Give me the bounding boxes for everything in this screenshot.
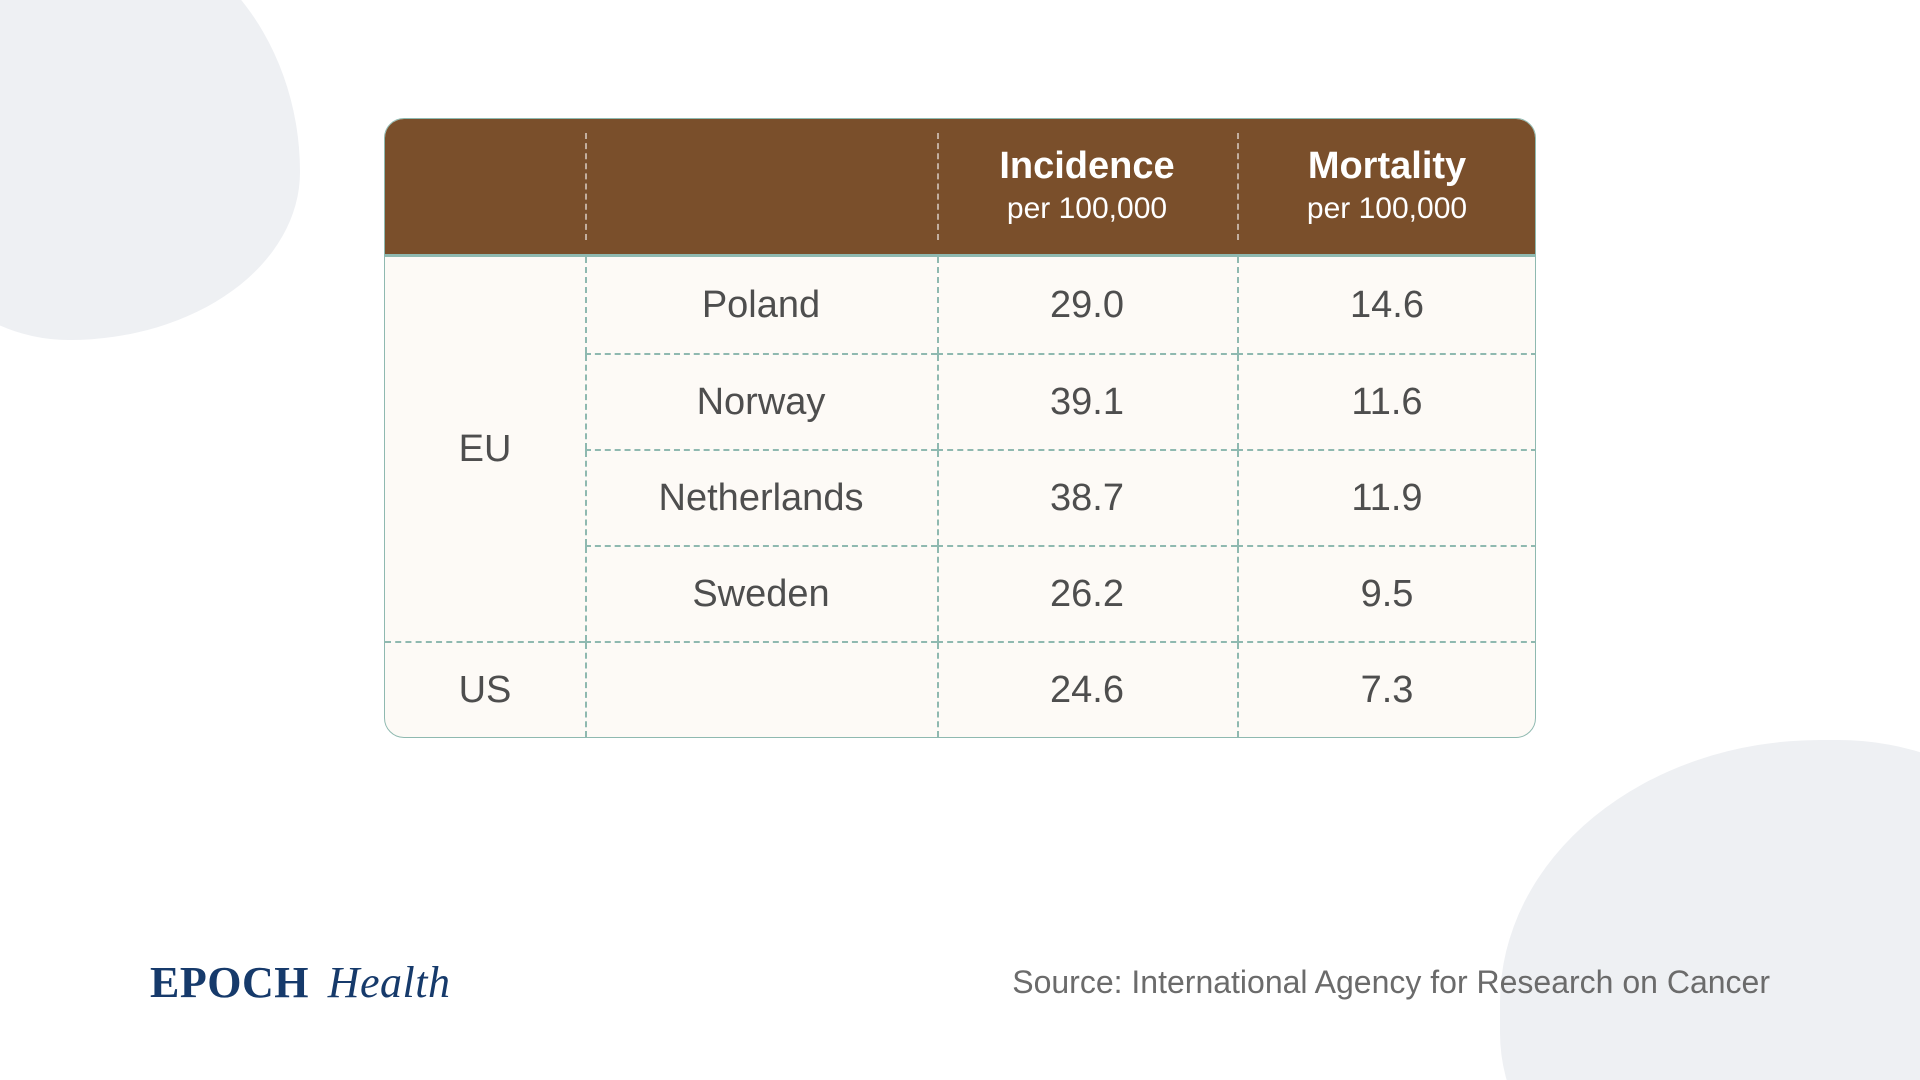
- table-row: Poland 29.0 14.6: [385, 257, 1535, 353]
- cell-mortality-text: 11.6: [1351, 381, 1422, 424]
- cell-country: Norway: [585, 353, 937, 449]
- cell-mortality-text: 9.5: [1361, 573, 1414, 616]
- cell-country: Poland: [585, 257, 937, 353]
- table-header-region: [385, 119, 585, 254]
- table-row: Sweden 26.2 9.5: [385, 545, 1535, 641]
- cell-incidence: 29.0: [937, 257, 1237, 353]
- table-header-mortality-sub: per 100,000: [1307, 189, 1467, 228]
- cell-incidence-text: 29.0: [1050, 284, 1124, 327]
- cell-mortality: 7.3: [1237, 641, 1536, 737]
- table-body: EU US Poland 29.0 14.6 Norway 39.1 11.6: [385, 257, 1535, 737]
- brand-logo: EPOCH Health: [150, 957, 450, 1008]
- cell-country: Sweden: [585, 545, 937, 641]
- cell-country-text: Norway: [697, 381, 826, 424]
- data-table: Incidence per 100,000 Mortality per 100,…: [384, 118, 1536, 738]
- cell-incidence-text: 39.1: [1050, 381, 1124, 424]
- cell-incidence-text: 26.2: [1050, 573, 1124, 616]
- table-header-mortality: Mortality per 100,000: [1237, 119, 1536, 254]
- cell-mortality-text: 14.6: [1350, 284, 1424, 327]
- table-row: Norway 39.1 11.6: [385, 353, 1535, 449]
- cell-incidence-text: 24.6: [1050, 669, 1124, 712]
- table-header-mortality-main: Mortality: [1308, 145, 1466, 189]
- cell-region: [385, 257, 585, 353]
- source-prefix: Source:: [1012, 964, 1131, 1000]
- brand-epoch-text: EPOCH: [150, 958, 309, 1007]
- table-header-country: [585, 119, 937, 254]
- table-row: 24.6 7.3: [385, 641, 1535, 737]
- cell-region: [385, 545, 585, 641]
- cell-mortality: 9.5: [1237, 545, 1536, 641]
- cell-country: [585, 641, 937, 737]
- cell-mortality-text: 11.9: [1351, 477, 1422, 520]
- cell-incidence-text: 38.7: [1050, 477, 1124, 520]
- table-header-incidence-main: Incidence: [999, 145, 1174, 189]
- cell-mortality: 14.6: [1237, 257, 1536, 353]
- table-header-row: Incidence per 100,000 Mortality per 100,…: [385, 119, 1535, 257]
- source-text: International Agency for Research on Can…: [1131, 964, 1770, 1000]
- cell-mortality: 11.9: [1237, 449, 1536, 545]
- cell-country-text: Netherlands: [659, 477, 864, 520]
- cell-region: [385, 449, 585, 545]
- brand-health-text: Health: [328, 958, 451, 1007]
- cell-country-text: Poland: [702, 284, 820, 327]
- cell-country: Netherlands: [585, 449, 937, 545]
- table-header-incidence: Incidence per 100,000: [937, 119, 1237, 254]
- cell-incidence: 24.6: [937, 641, 1237, 737]
- cell-country-text: Sweden: [692, 573, 829, 616]
- cell-incidence: 39.1: [937, 353, 1237, 449]
- cell-incidence: 26.2: [937, 545, 1237, 641]
- cell-region: [385, 353, 585, 449]
- footer: EPOCH Health Source: International Agenc…: [0, 957, 1920, 1008]
- cell-mortality-text: 7.3: [1361, 669, 1414, 712]
- source-line: Source: International Agency for Researc…: [1012, 964, 1770, 1001]
- cell-mortality: 11.6: [1237, 353, 1536, 449]
- table-row: Netherlands 38.7 11.9: [385, 449, 1535, 545]
- cell-region: [385, 641, 585, 737]
- cell-incidence: 38.7: [937, 449, 1237, 545]
- table-header-incidence-sub: per 100,000: [1007, 189, 1167, 228]
